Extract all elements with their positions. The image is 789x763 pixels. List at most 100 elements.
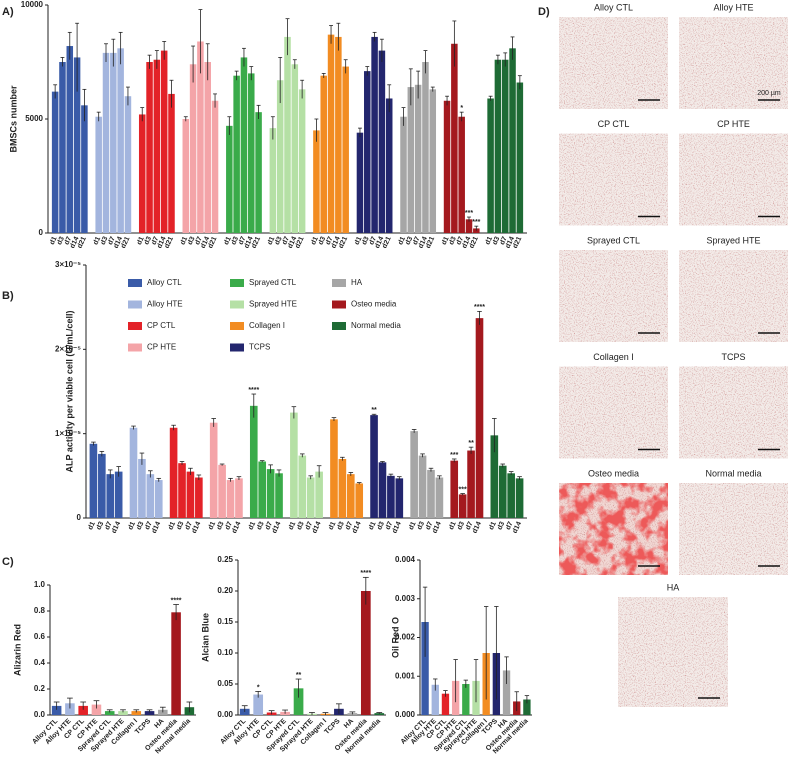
error-bar (322, 712, 329, 715)
error-bar (437, 475, 442, 480)
bar (487, 98, 494, 233)
x-tick-label: d1 (354, 236, 364, 246)
bar (374, 713, 385, 715)
bar (178, 463, 186, 518)
error-bar (445, 95, 450, 106)
x-tick-label: d7 (412, 236, 422, 246)
bar (275, 473, 283, 518)
bar (248, 73, 255, 234)
micrograph-texture (679, 250, 788, 342)
image-title: CP CTL (598, 119, 630, 129)
bar (498, 465, 507, 518)
bar (427, 469, 435, 518)
bar (515, 478, 524, 518)
error-bar (376, 712, 383, 714)
error-bar (196, 474, 202, 481)
x-tick-label: d3 (216, 521, 226, 531)
error-bar (460, 493, 465, 496)
bar (102, 52, 110, 233)
bar (330, 419, 338, 518)
x-tick-label: d14 (69, 236, 80, 250)
bar (465, 219, 473, 233)
y-tick-label: 0.20 (217, 586, 233, 595)
bar (51, 705, 62, 715)
bar (144, 711, 155, 715)
error-bar (474, 225, 479, 231)
error-bar (362, 576, 369, 605)
error-bar (107, 469, 113, 479)
error-bar (397, 476, 402, 481)
error-bar (300, 79, 305, 99)
error-bar (452, 20, 457, 67)
image-title: HA (667, 582, 680, 592)
bar (395, 478, 404, 518)
error-bar (473, 659, 479, 703)
bar (65, 703, 75, 715)
error-bar (365, 66, 370, 76)
x-tick-label: d7 (224, 521, 234, 531)
x-tick-label: d3 (317, 236, 327, 246)
y-tick-label: 0.05 (217, 679, 233, 688)
error-bar (60, 57, 65, 67)
x-tick-label: d21 (76, 236, 87, 250)
error-bar (186, 701, 193, 713)
error-bar (169, 79, 174, 108)
legend-swatch (128, 322, 142, 330)
error-bar (451, 458, 457, 463)
x-tick-label: d1 (136, 236, 146, 246)
x-tick-label: d3 (376, 521, 386, 531)
x-tick-label: d21 (512, 236, 523, 250)
error-bar (488, 95, 493, 101)
bar (182, 119, 190, 233)
error-bar (241, 47, 246, 67)
x-tick-label: d1 (310, 236, 320, 246)
error-bar (154, 50, 159, 69)
y-tick-label: 0.25 (217, 555, 233, 564)
bar (226, 480, 235, 518)
legend-label: Normal media (351, 321, 401, 330)
error-bar (211, 418, 216, 427)
significance: **** (360, 570, 371, 577)
error-bar (171, 424, 176, 431)
x-tick-label: d1 (207, 521, 217, 531)
bar (110, 52, 117, 233)
bar (421, 622, 429, 715)
bar (298, 455, 307, 518)
legend-swatch (332, 322, 346, 330)
bar (407, 87, 415, 233)
panel-label: A) (2, 6, 14, 18)
error-bar (300, 453, 305, 458)
error-bar (249, 66, 254, 81)
significance: *** (465, 210, 473, 217)
bar (104, 711, 115, 715)
bar (371, 36, 378, 233)
error-bar (118, 31, 123, 65)
error-bar (292, 59, 297, 69)
y-tick-label: 5000 (25, 114, 43, 123)
error-bar (148, 470, 153, 478)
bar (189, 64, 197, 233)
bar (467, 450, 475, 518)
x-tick-label: d7 (144, 521, 154, 531)
error-bar (236, 476, 242, 481)
error-bar (96, 111, 101, 122)
bar (435, 477, 444, 518)
legend-label: Collagen I (249, 321, 285, 330)
legend-swatch (332, 279, 346, 287)
y-tick-label: 2×10⁻⁵ (55, 344, 81, 353)
significance: *** (472, 219, 480, 226)
x-tick-label: d1 (167, 521, 177, 531)
bar (502, 670, 511, 715)
bar (235, 478, 243, 518)
y-tick-label: 0.004 (395, 555, 416, 564)
micrograph-texture (679, 483, 788, 575)
x-tick-label: d14 (151, 521, 162, 535)
significance: *** (459, 486, 467, 493)
x-tick-label: d3 (405, 236, 415, 246)
error-bar (228, 477, 233, 482)
error-bar (93, 700, 100, 709)
x-tick-label: d3 (100, 236, 110, 246)
error-bar (504, 656, 509, 684)
legend-swatch (230, 300, 244, 309)
error-bar (314, 118, 319, 142)
